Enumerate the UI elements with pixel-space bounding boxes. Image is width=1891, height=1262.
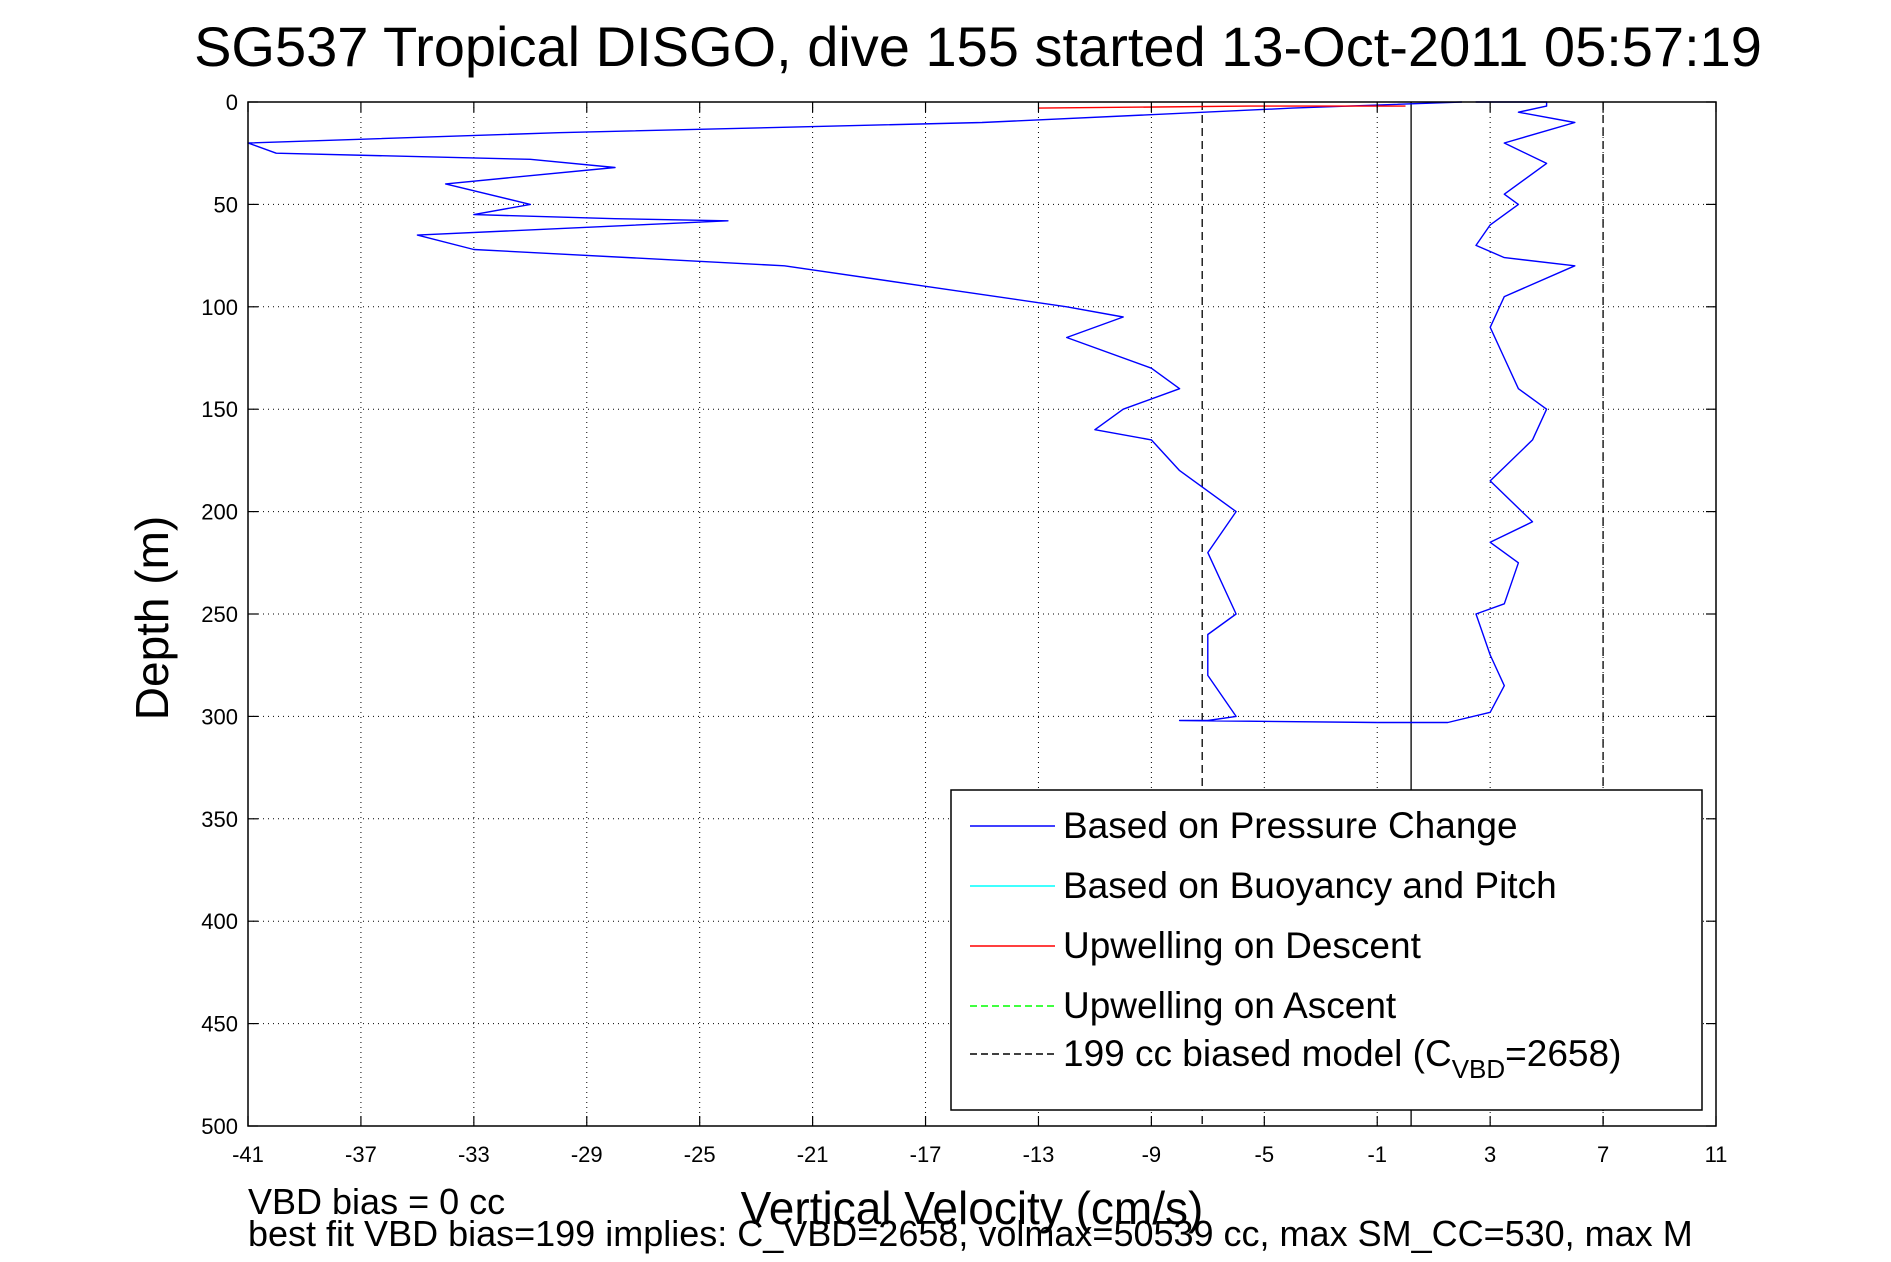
series-line-0 (247, 101, 1576, 724)
x-tick-label: -13 (1023, 1142, 1055, 1167)
y-tick-label: 400 (201, 909, 238, 934)
footer-line-2: best fit VBD bias=199 implies: C_VBD=265… (248, 1213, 1693, 1254)
legend-label-2: Upwelling on Descent (1063, 925, 1422, 966)
x-tick-label: -9 (1142, 1142, 1162, 1167)
x-tick-label: -1 (1367, 1142, 1387, 1167)
legend-label-1: Based on Buoyancy and Pitch (1063, 865, 1557, 906)
y-tick-label: 450 (201, 1012, 238, 1037)
y-tick-label: 300 (201, 704, 238, 729)
y-tick-label: 0 (226, 90, 238, 115)
x-tick-label: 3 (1484, 1142, 1496, 1167)
legend-label-3: Upwelling on Ascent (1063, 985, 1397, 1026)
y-axis-label: Depth (m) (126, 516, 178, 720)
x-tick-label: -25 (684, 1142, 716, 1167)
x-tick-label: -21 (797, 1142, 829, 1167)
footer-line-1: VBD bias = 0 cc (248, 1181, 505, 1222)
x-tick-label: 7 (1597, 1142, 1609, 1167)
y-tick-label: 100 (201, 295, 238, 320)
y-tick-label: 50 (214, 192, 238, 217)
y-tick-label: 150 (201, 397, 238, 422)
x-tick-label: -29 (571, 1142, 603, 1167)
y-tick-label: 200 (201, 500, 238, 525)
series-line-1 (1038, 105, 1406, 109)
x-tick-label: 11 (1705, 1142, 1728, 1167)
x-tick-label: -37 (345, 1142, 377, 1167)
y-tick-label: 250 (201, 602, 238, 627)
x-tick-label: -5 (1255, 1142, 1275, 1167)
series-group (247, 101, 1576, 724)
x-axis-label: Vertical Velocity (cm/s) (741, 1182, 1204, 1234)
x-tick-label: -17 (910, 1142, 942, 1167)
chart-title: SG537 Tropical DISGO, dive 155 started 1… (194, 15, 1762, 78)
y-axis-ticks: 0 50 100 150 200 250 300 350 400 450 500 (201, 90, 1716, 1139)
legend-label-4: 199 cc biased model (CVBD=2658) (1063, 1033, 1621, 1084)
x-tick-label: -33 (458, 1142, 490, 1167)
y-tick-label: 500 (201, 1114, 238, 1139)
y-tick-label: 350 (201, 807, 238, 832)
x-tick-label: -41 (232, 1142, 264, 1167)
x-axis-ticks: -41 -37 -33 -29 -25 -21 -17 -13 -9 -5 -1 3 7 11 (232, 102, 1727, 1167)
legend-box (950, 789, 1703, 1111)
legend-label-0: Based on Pressure Change (1063, 805, 1518, 846)
legend: Based on Pressure Change Based on Buoyanc… (950, 789, 1703, 1111)
